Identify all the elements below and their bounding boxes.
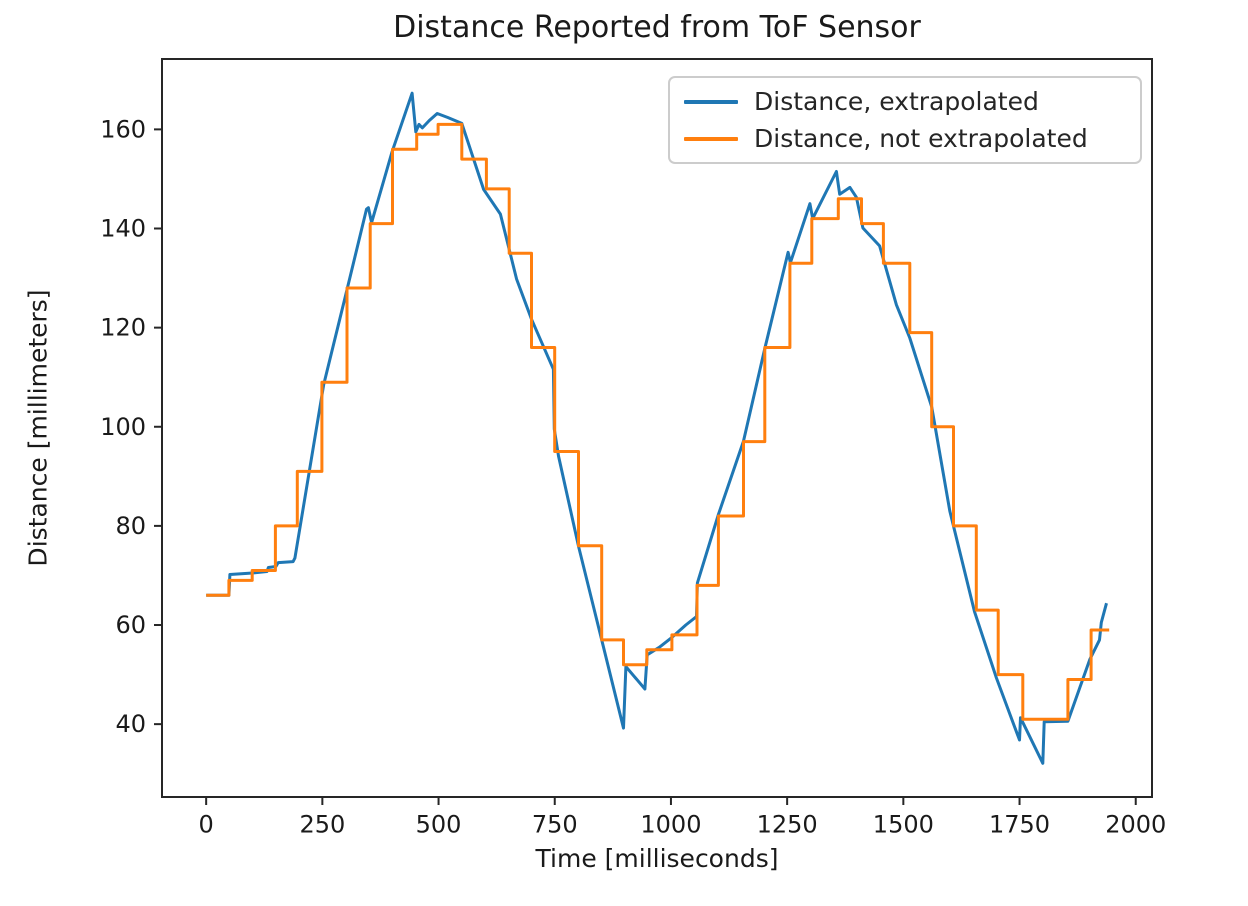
chart-title: Distance Reported from ToF Sensor [393, 10, 921, 45]
x-tick-label: 2000 [1105, 811, 1166, 839]
legend-entry-not-extrapolated: Distance, not extrapolated [684, 124, 1126, 153]
legend-label-not-extrapolated: Distance, not extrapolated [754, 124, 1088, 153]
legend-line-sample-orange [684, 136, 738, 141]
y-tick-label: 60 [115, 611, 146, 639]
x-tick-label: 1750 [989, 811, 1050, 839]
legend-label-extrapolated: Distance, extrapolated [754, 87, 1039, 116]
y-axis-label: Distance [millimeters] [23, 289, 53, 567]
x-tick-label: 500 [416, 811, 462, 839]
y-tick-label: 100 [100, 413, 146, 441]
legend-entry-extrapolated: Distance, extrapolated [684, 87, 1126, 116]
y-tick-label: 160 [100, 115, 146, 143]
x-tick-label: 750 [532, 811, 578, 839]
y-tick-label: 120 [100, 314, 146, 342]
x-tick-label: 1500 [873, 811, 934, 839]
x-tick-label: 1250 [757, 811, 818, 839]
legend: Distance, extrapolated Distance, not ext… [668, 76, 1142, 164]
series-line-not-extrapolated [206, 122, 1110, 721]
series-line-extrapolated [206, 91, 1108, 765]
y-tick-label: 140 [100, 215, 146, 243]
x-tick-label: 250 [299, 811, 345, 839]
x-tick-label: 0 [199, 811, 214, 839]
axes-box [161, 58, 1153, 798]
y-tick-label: 80 [115, 512, 146, 540]
y-tick-label: 40 [115, 710, 146, 738]
x-tick-label: 1000 [640, 811, 701, 839]
legend-line-sample-blue [684, 99, 738, 104]
x-axis-label: Time [milliseconds] [535, 844, 779, 873]
